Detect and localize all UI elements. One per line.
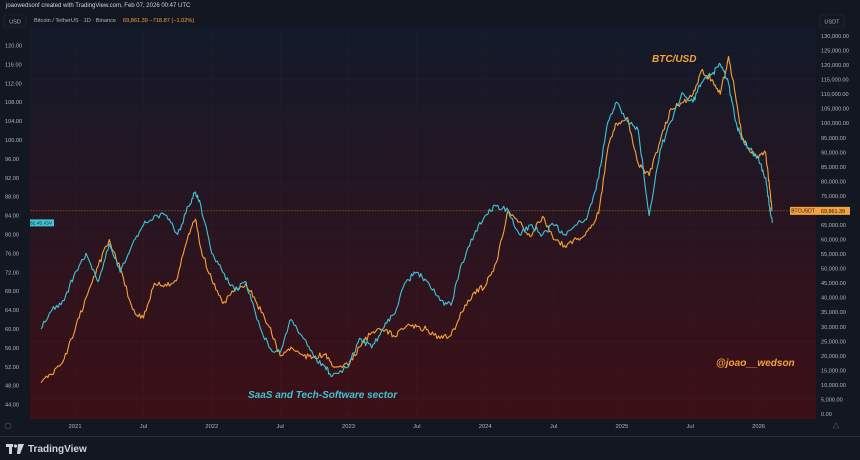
x-tick-label: Jul <box>276 424 283 430</box>
right-tick-label: 55,000.00 <box>821 252 846 258</box>
left-tick-label: 44.00 <box>5 403 19 409</box>
right-axis-unit-box[interactable] <box>819 14 845 28</box>
tradingview-brand-text: TradingView <box>28 443 87 455</box>
right-tick-label: 100,000.00 <box>821 121 849 127</box>
x-tick-label: 2026 <box>752 424 765 430</box>
series-layer <box>40 55 773 383</box>
x-tick-label: 2023 <box>342 424 355 430</box>
left-tick-label: 116.00 <box>5 62 22 68</box>
x-tick-label: 2025 <box>615 424 628 430</box>
right-tick-label: 75,000.00 <box>821 194 846 200</box>
right-tick-label: 85,000.00 <box>821 165 846 171</box>
x-axis-panel <box>30 419 816 436</box>
right-tick-label: 90,000.00 <box>821 150 846 156</box>
right-tick-label: 130,000.00 <box>821 34 849 40</box>
right-axis-panel <box>816 12 860 436</box>
right-tick-label: 0.00 <box>821 412 832 418</box>
left-current-value-marker: 82.45 IGV <box>30 219 54 227</box>
right-tick-label: 35,000.00 <box>821 310 846 316</box>
left-tick-label: 76.00 <box>5 251 19 257</box>
left-tick-label: 100.00 <box>5 138 22 144</box>
left-axis-ticks: 120.00 116.00 112.00 108.00 104.00 100.00 96.0… <box>5 43 22 408</box>
left-tick-label: 84.00 <box>5 214 19 220</box>
left-tick-label: 72.00 <box>5 270 19 276</box>
right-current-value-label: 69,861.39 <box>821 209 845 215</box>
left-axis-unit-box[interactable] <box>3 14 27 28</box>
right-current-symbol-box <box>790 206 816 215</box>
left-tick-label: 64.00 <box>5 308 19 314</box>
left-tick-label: 112.00 <box>5 81 22 87</box>
saas-annotation: SaaS and Tech-Software sector <box>248 390 398 401</box>
tradingview-logo-icon <box>6 444 24 454</box>
plot-background <box>30 28 816 419</box>
left-tick-label: 48.00 <box>5 384 19 390</box>
x-tick-label: 2024 <box>479 424 493 430</box>
left-tick-label: 52.00 <box>5 365 19 371</box>
left-current-value-box <box>30 219 42 227</box>
right-tick-label: 65,000.00 <box>821 223 846 229</box>
left-tick-label: 92.00 <box>5 176 19 182</box>
right-tick-label: 20,000.00 <box>821 354 846 360</box>
chart-area[interactable]: USD 120.00 116.00 112.00 108.00 104.00 100.00… <box>0 0 860 436</box>
right-current-symbol-label: BTCUSDT <box>791 209 815 215</box>
left-tick-label: 120.00 <box>5 43 22 49</box>
left-tick-label: 60.00 <box>5 327 19 333</box>
right-tick-label: 115,000.00 <box>821 78 849 84</box>
left-tick-label: 56.00 <box>5 346 19 352</box>
x-tick-label: Jul <box>413 424 420 430</box>
right-tick-label: 60,000.00 <box>821 238 846 244</box>
left-current-symbol-box <box>42 219 54 227</box>
x-tick-label: Jul <box>687 424 694 430</box>
right-tick-label: 40,000.00 <box>821 296 846 302</box>
right-tick-label: 5,000.00 <box>821 397 843 403</box>
left-tick-label: 104.00 <box>5 119 22 125</box>
right-tick-label: 80,000.00 <box>821 179 846 185</box>
right-tick-label: 10,000.00 <box>821 383 846 389</box>
left-tick-label: 68.00 <box>5 289 19 295</box>
symbol-ohlc-values: 69,861.39 −718.87 (−1.02%) <box>123 18 194 24</box>
right-tick-label: 95,000.00 <box>821 136 846 142</box>
right-tick-label: 15,000.00 <box>821 368 846 374</box>
left-current-symbol-label: IGV <box>44 221 53 227</box>
btc-annotation: BTC/USD <box>652 54 696 65</box>
right-tick-label: 105,000.00 <box>821 107 849 113</box>
left-tick-label: 96.00 <box>5 157 19 163</box>
created-by-text: joaowedsonf created with TradingView.com… <box>6 3 191 9</box>
auto-scale-icon[interactable] <box>832 422 840 429</box>
right-current-value-box <box>816 206 850 215</box>
left-tick-label: 88.00 <box>5 195 19 201</box>
right-tick-label: 120,000.00 <box>821 63 849 69</box>
x-tick-label: 2021 <box>69 424 82 430</box>
symbol-description[interactable]: Bitcoin / TetherUS · 1D · Binance <box>34 18 116 24</box>
right-axis-unit-label: USDT <box>824 20 840 26</box>
x-tick-label: Jul <box>550 424 557 430</box>
footer-bar: TradingView <box>0 436 860 460</box>
settings-gear-icon[interactable] <box>4 422 12 430</box>
x-axis-ticks: 2021 Jul 2022 Jul 2023 Jul 2024 Jul 2025 Jul 2026 <box>69 424 765 430</box>
right-tick-label: 45,000.00 <box>821 281 846 287</box>
left-tick-label: 108.00 <box>5 100 22 106</box>
left-axis-unit-label: USD <box>9 20 21 26</box>
author-watermark: @joao__wedson <box>716 358 795 369</box>
tradingview-logo[interactable]: TradingView <box>6 442 87 456</box>
right-current-value-marker: BTCUSDT 69,861.39 <box>790 206 850 215</box>
top-attribution-bar: joaowedsonf created with TradingView.com… <box>0 0 860 12</box>
x-tick-label: 2022 <box>205 424 218 430</box>
right-tick-label: 125,000.00 <box>821 49 849 55</box>
right-tick-label: 25,000.00 <box>821 339 846 345</box>
x-tick-label: Jul <box>140 424 147 430</box>
btc-series-line <box>40 55 773 383</box>
left-current-value-label: 82.45 <box>30 221 42 227</box>
left-tick-label: 80.00 <box>5 232 19 238</box>
saas-series-line <box>40 62 773 378</box>
right-tick-label: 110,000.00 <box>821 92 849 98</box>
right-tick-label: 50,000.00 <box>821 267 846 273</box>
right-tick-label: 30,000.00 <box>821 325 846 331</box>
left-axis-panel <box>0 12 30 436</box>
